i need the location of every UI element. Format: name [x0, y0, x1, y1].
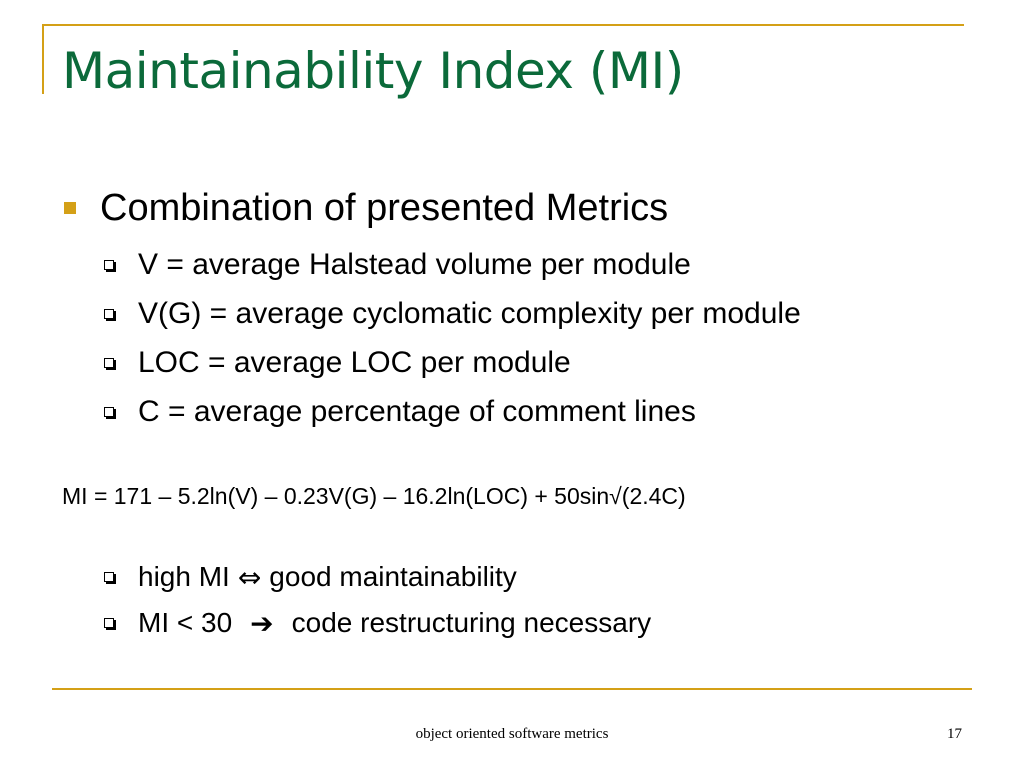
list-item: C = average percentage of comment lines — [104, 387, 801, 436]
mi-formula: MI = 171 – 5.2ln(V) – 0.23V(G) – 16.2ln(… — [62, 483, 686, 509]
list-item-text: V(G) = average cyclomatic complexity per… — [138, 296, 801, 330]
list-item-text: C = average percentage of comment lines — [138, 394, 696, 428]
conclusions-list: high MI ⇔ good maintainability MI < 30 ➔… — [104, 554, 651, 646]
hollow-square-bullet-icon — [104, 308, 114, 319]
main-bullet-text: Combination of presented Metrics — [100, 187, 669, 229]
conclusion-left-text: high MI — [138, 561, 230, 592]
footer-text: object oriented software metrics — [415, 726, 609, 742]
list-item: high MI ⇔ good maintainability — [104, 554, 651, 600]
hollow-square-bullet-icon — [104, 357, 114, 368]
footer-rule — [52, 688, 972, 690]
list-item: LOC = average LOC per module — [104, 338, 801, 387]
list-item: MI < 30 ➔ code restructuring necessary — [104, 600, 651, 646]
hollow-square-bullet-icon — [104, 618, 114, 628]
slide-title: Maintainability Index (MI) — [62, 42, 684, 100]
list-item-text: LOC = average LOC per module — [138, 345, 571, 379]
filled-square-bullet-icon — [64, 202, 76, 214]
conclusion-left-text: MI < 30 — [138, 607, 233, 638]
list-item: V(G) = average cyclomatic complexity per… — [104, 289, 801, 338]
frame-top-rule — [42, 24, 964, 26]
list-item-text: V = average Halstead volume per module — [138, 247, 691, 281]
conclusion-right-text: good maintainability — [269, 561, 517, 592]
hollow-square-bullet-icon — [104, 259, 114, 270]
double-arrow-icon: ⇔ — [237, 560, 262, 594]
hollow-square-bullet-icon — [104, 572, 114, 582]
hollow-square-bullet-icon — [104, 406, 114, 417]
frame-left-rule — [42, 24, 44, 94]
list-item: V = average Halstead volume per module — [104, 240, 801, 289]
conclusion-right-text: code restructuring necessary — [291, 607, 652, 638]
page-number: 17 — [947, 726, 962, 742]
metrics-list: V = average Halstead volume per module V… — [104, 240, 801, 436]
main-bullet: Combination of presented Metrics — [64, 186, 668, 230]
right-arrow-icon: ➔ — [250, 606, 274, 640]
